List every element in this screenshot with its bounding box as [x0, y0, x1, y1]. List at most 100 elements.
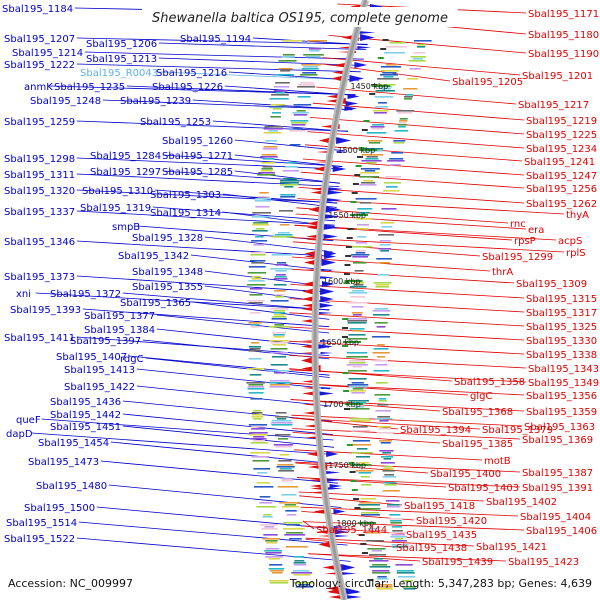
right-gene-label: Sbal195_1391	[522, 483, 593, 494]
left-gene-label: Sbal195_1297	[90, 167, 161, 178]
annotation-stripe	[383, 182, 401, 184]
ruler-tick-label: 1450 kbp	[350, 82, 388, 91]
annotation-stripe	[269, 564, 283, 566]
right-gene-label: Sbal195_1330	[526, 336, 597, 347]
annotation-stripe	[253, 222, 269, 224]
annotation-stripe	[269, 386, 291, 388]
right-gene-label: Sbal195_1387	[522, 468, 593, 479]
annotation-stripe	[354, 270, 364, 272]
annotation-stripe	[352, 282, 365, 284]
forward-gene-feature	[323, 214, 340, 219]
forward-gene-feature	[321, 387, 334, 389]
annotation-stripe	[403, 88, 418, 90]
right-leader-line	[297, 198, 565, 215]
left-gene-label: Sbal195_1320	[4, 186, 75, 197]
annotation-stripe	[373, 110, 389, 112]
forward-gene-feature	[324, 487, 343, 490]
right-gene-label: Sbal195_1379	[482, 425, 553, 436]
annotation-stripe	[272, 236, 295, 238]
reverse-gene-feature	[301, 296, 315, 302]
right-gene-label: Sbal195_1418	[404, 501, 475, 512]
annotation-stripe	[358, 504, 380, 506]
left-gene-label: Sbal195_1226	[152, 82, 223, 93]
annotation-stripe	[276, 274, 286, 276]
annotation-stripe	[402, 580, 413, 582]
annotation-stripe	[255, 206, 270, 208]
left-leader-line	[126, 85, 356, 96]
forward-gene-feature	[320, 296, 334, 302]
forward-gene-feature	[326, 451, 339, 457]
right-leader-line	[290, 284, 525, 299]
forward-gene-feature	[332, 166, 347, 172]
annotation-stripe	[384, 52, 405, 54]
annotation-stripe	[279, 454, 290, 456]
forward-gene-feature	[322, 281, 335, 287]
left-leader-line	[122, 413, 333, 436]
forward-gene-feature	[336, 137, 352, 144]
annotation-stripe	[293, 574, 311, 576]
annotation-stripe	[391, 540, 407, 542]
annotation-stripe	[274, 284, 287, 286]
annotation-stripe	[363, 148, 384, 150]
annotation-stripe	[395, 564, 413, 566]
annotation-stripe	[276, 262, 287, 264]
gc-mark	[342, 318, 349, 320]
left-gene-label: dapD	[6, 429, 33, 440]
annotation-stripe	[283, 522, 303, 524]
annotation-stripe	[382, 452, 392, 454]
annotation-stripe	[396, 110, 415, 112]
annotation-stripe	[286, 524, 300, 526]
right-leader-line	[305, 144, 523, 162]
annotation-stripe	[278, 470, 294, 472]
annotation-stripe	[271, 356, 287, 358]
annotation-stripe	[361, 154, 384, 156]
gc-mark	[344, 273, 350, 275]
annotation-stripe	[394, 130, 408, 132]
left-gene-label: smpB	[112, 222, 140, 233]
annotation-stripe	[270, 370, 289, 372]
left-gene-label: rdgC	[120, 354, 144, 365]
annotation-stripe	[365, 158, 379, 160]
reverse-gene-feature	[301, 319, 314, 323]
reverse-gene-feature	[308, 206, 322, 213]
annotation-stripe	[380, 250, 389, 252]
annotation-stripe	[278, 232, 290, 234]
left-gene-label: Sbal195_1454	[38, 438, 109, 449]
annotation-stripe	[374, 96, 394, 98]
annotation-stripe	[399, 122, 407, 124]
left-gene-label: Sbal195_1328	[132, 233, 203, 244]
ruler-tick-label: 1650 kbp	[321, 338, 359, 347]
annotation-stripe	[276, 418, 287, 420]
annotation-stripe	[347, 320, 368, 322]
annotation-stripe	[403, 588, 416, 590]
annotation-stripe	[396, 570, 414, 572]
annotation-stripe	[270, 342, 288, 344]
annotation-stripe	[360, 498, 376, 500]
annotation-stripe	[348, 378, 367, 380]
right-gene-label: Sbal195_1180	[528, 30, 599, 41]
annotation-stripe	[275, 294, 285, 296]
annotation-stripe	[361, 512, 380, 514]
right-gene-label: era	[528, 225, 544, 236]
annotation-stripe	[263, 128, 284, 130]
left-gene-label: Sbal195_1239	[120, 96, 191, 107]
right-leader-line	[292, 428, 521, 440]
right-leader-line	[289, 298, 525, 313]
left-gene-label: Sbal195_1184	[2, 4, 73, 15]
forward-gene-feature	[325, 187, 344, 191]
annotation-stripe	[249, 288, 263, 290]
annotation-stripe	[251, 262, 264, 264]
left-leader-line	[156, 328, 330, 348]
annotation-stripe	[361, 484, 372, 486]
annotation-stripe	[270, 364, 288, 366]
annotation-stripe	[274, 290, 286, 292]
annotation-stripe	[254, 200, 272, 202]
annotation-stripe	[274, 434, 291, 436]
annotation-stripe	[351, 392, 365, 394]
gc-mark	[377, 57, 384, 59]
right-gene-label: Sbal195_1363	[524, 422, 595, 433]
right-leader-line	[322, 57, 521, 76]
right-gene-label: Sbal195_1423	[508, 557, 579, 568]
annotation-stripe	[260, 156, 278, 158]
annotation-stripe	[284, 186, 294, 188]
